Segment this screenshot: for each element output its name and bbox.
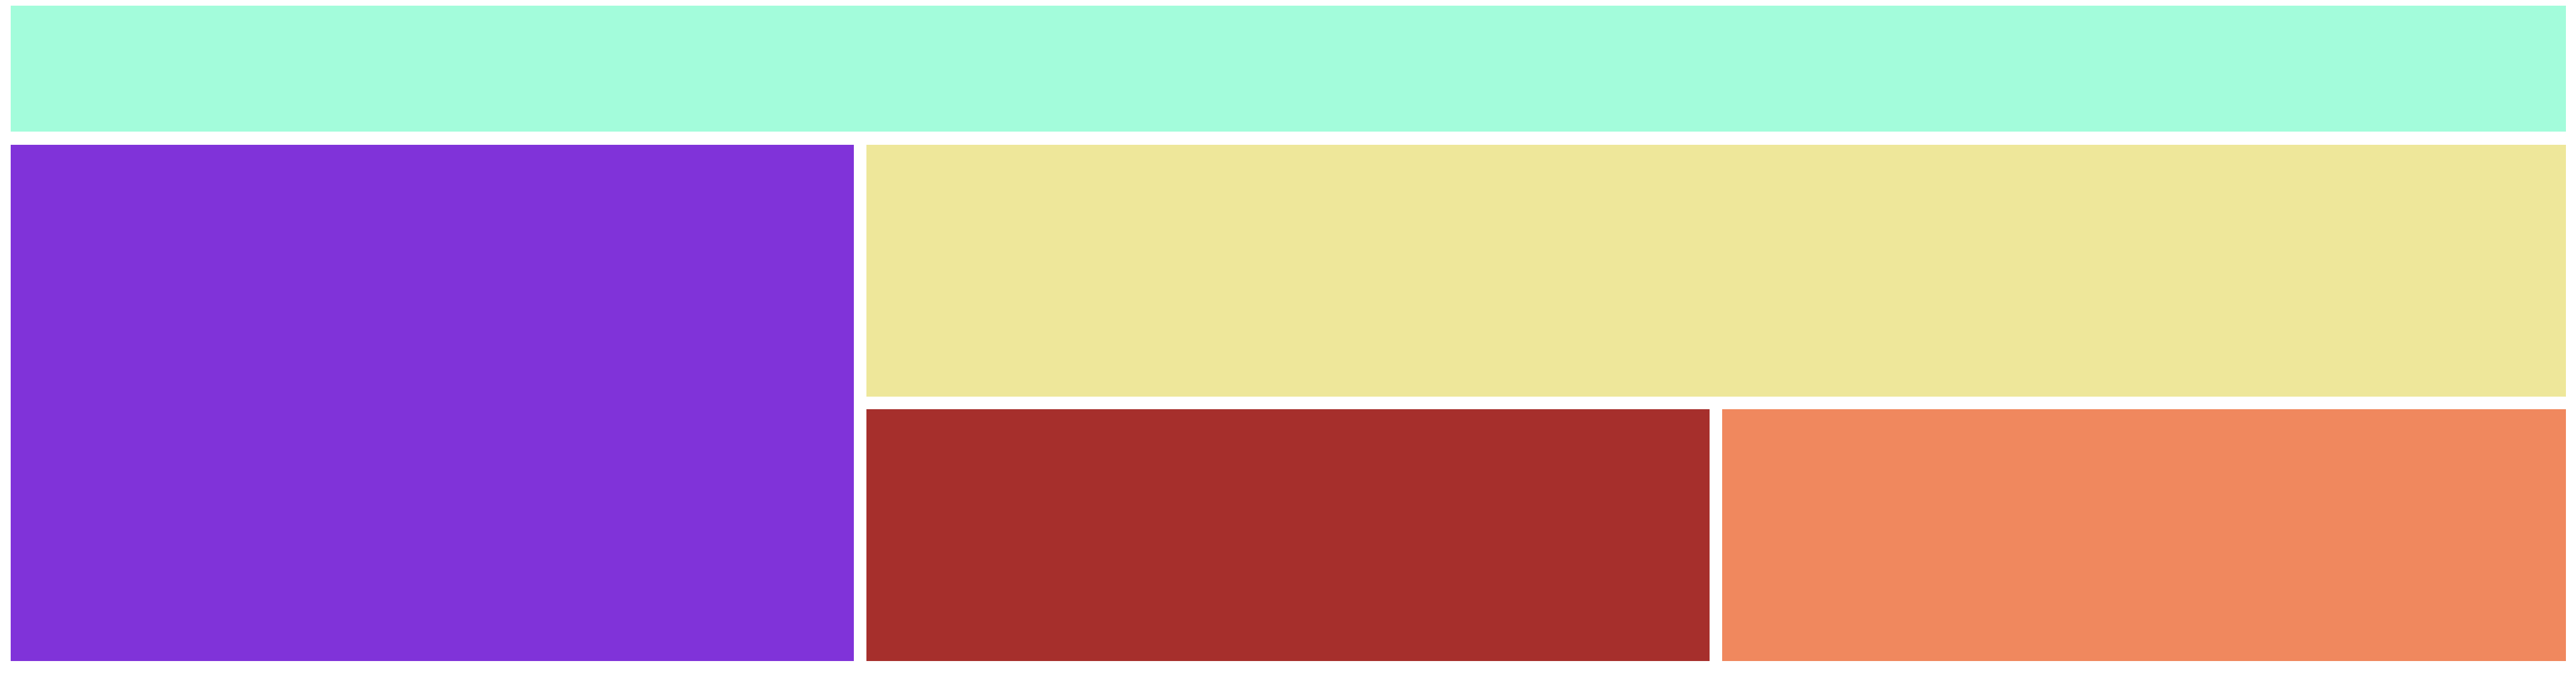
left-purple-block <box>11 145 854 661</box>
bottom-middle-red-block <box>866 409 1710 661</box>
top-band-block <box>11 6 2566 132</box>
right-top-yellow-block <box>866 145 2566 397</box>
bottom-right-orange-block <box>1722 409 2566 661</box>
